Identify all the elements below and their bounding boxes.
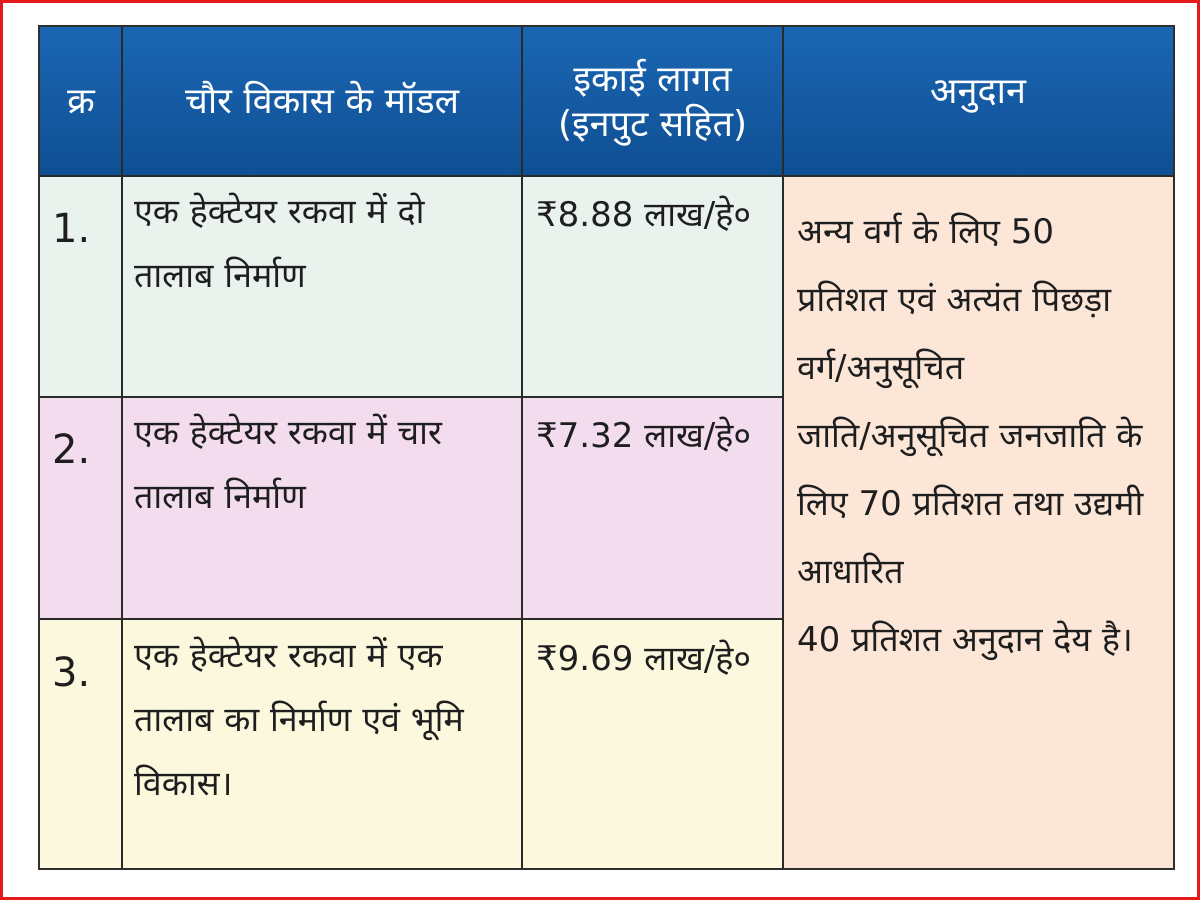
header-grant-label: अनुदान [930, 71, 1026, 112]
header-model: चौर विकास के मॉडल [122, 27, 522, 176]
grant-line-1: अन्य वर्ग के लिए 50 [797, 212, 1055, 252]
row2-cost: ₹7.32 लाख/हे० [522, 397, 783, 619]
row1-cost: ₹8.88 लाख/हे० [522, 176, 783, 396]
grid-hline-row1 [40, 396, 783, 398]
header-serial: क्र [40, 27, 122, 176]
header-cost-line1: इकाई लागत [573, 58, 732, 100]
grid-hline-row2 [40, 618, 783, 620]
grant-line-6: आधारित [797, 552, 904, 592]
row1-number: 1. [40, 176, 122, 396]
grant-table: क्र चौर विकास के मॉडल इकाई लागत (इनपुट स… [38, 25, 1175, 870]
row1-cost-text: ₹8.88 लाख/हे० [536, 195, 752, 235]
row3-model-text: एक हेक्टेयर रकवा में एक तालाब का निर्माण… [134, 636, 464, 804]
header-model-label: चौर विकास के मॉडल [184, 81, 460, 122]
grant-line-2: प्रतिशत एवं अत्यंत पिछड़ा [797, 280, 1112, 320]
grant-line-7: 40 प्रतिशत अनुदान देय है। [797, 620, 1133, 660]
row2-model: एक हेक्टेयर रकवा में चार तालाब निर्माण [122, 397, 522, 619]
row2-model-text: एक हेक्टेयर रकवा में चार तालाब निर्माण [134, 413, 442, 517]
grant-line-4: जाति/अनुसूचित जनजाति के [797, 416, 1143, 456]
grant-line-3: वर्ग/अनुसूचित [797, 348, 965, 388]
header-serial-label: क्र [67, 81, 95, 122]
row1-number-text: 1. [52, 206, 91, 252]
header-grant: अनुदान [783, 27, 1173, 176]
row3-cost: ₹9.69 लाख/हे० [522, 620, 783, 868]
row2-number: 2. [40, 397, 122, 619]
grant-description: अन्य वर्ग के लिए 50 प्रतिशत एवं अत्यंत प… [783, 176, 1173, 868]
row1-model-text: एक हेक्टेयर रकवा में दो तालाब निर्माण [134, 192, 425, 296]
grid-vline-3 [782, 27, 784, 868]
row1-model: एक हेक्टेयर रकवा में दो तालाब निर्माण [122, 176, 522, 396]
grant-line-5: लिए 70 प्रतिशत तथा उद्यमी [797, 484, 1144, 524]
header-unit-cost: इकाई लागत (इनपुट सहित) [522, 27, 783, 176]
header-cost-line2: (इनपुट सहित) [557, 103, 748, 145]
grid-vline-2 [521, 27, 523, 868]
row3-number: 3. [40, 620, 122, 868]
row3-cost-text: ₹9.69 लाख/हे० [536, 639, 752, 679]
row2-cost-text: ₹7.32 लाख/हे० [536, 416, 752, 456]
grid-hline-header [40, 175, 1173, 177]
row3-model: एक हेक्टेयर रकवा में एक तालाब का निर्माण… [122, 620, 522, 868]
row2-number-text: 2. [52, 427, 91, 473]
grid-vline-1 [121, 27, 123, 868]
row3-number-text: 3. [52, 650, 91, 696]
